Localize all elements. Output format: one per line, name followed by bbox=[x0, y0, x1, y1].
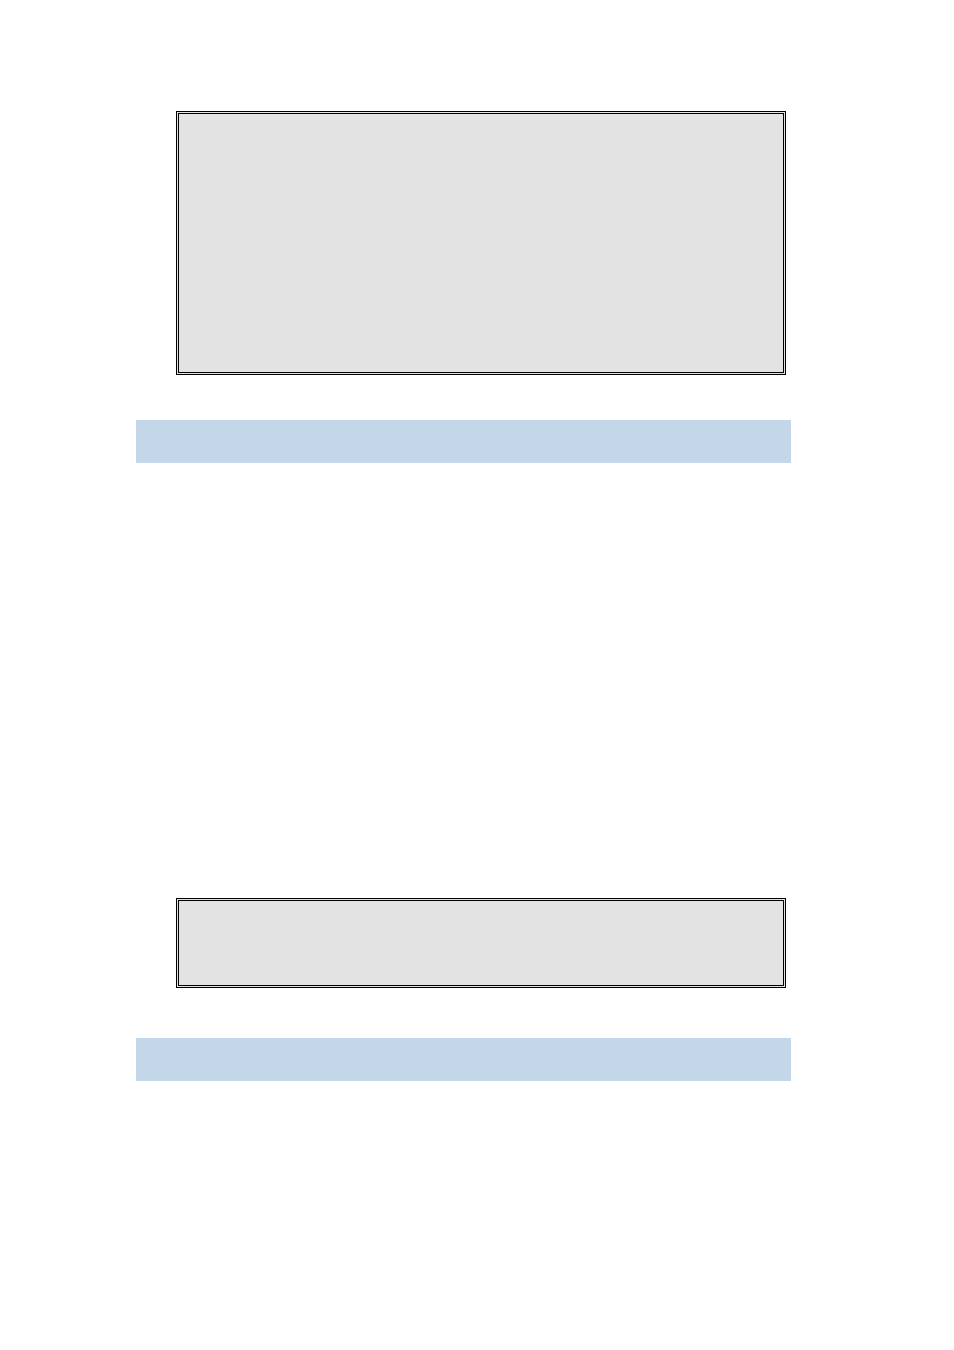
highlight-bar-1 bbox=[136, 420, 791, 463]
content-box-middle bbox=[176, 898, 786, 988]
highlight-bar-2 bbox=[136, 1038, 791, 1081]
content-box-top bbox=[176, 111, 786, 375]
